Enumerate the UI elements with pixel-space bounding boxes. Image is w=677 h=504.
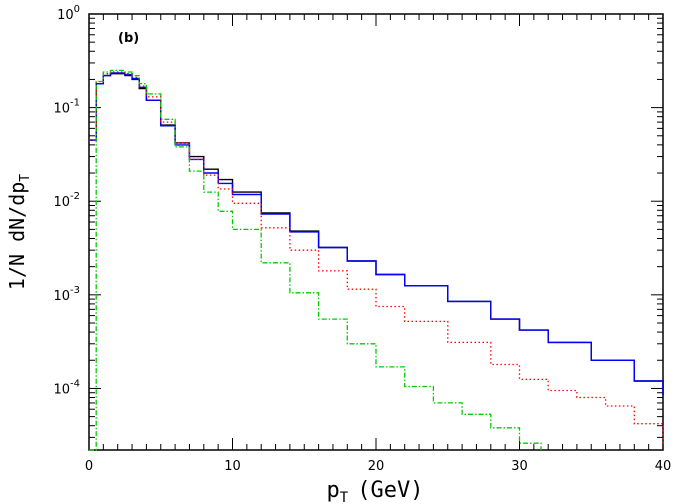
y-tick-base: 10 [57,8,74,23]
y-tick-exponent: -1 [70,98,80,109]
x-axis-title-unit: (GeV) [357,478,423,503]
x-tick-label: 30 [511,459,528,474]
x-tick-label: 20 [368,459,385,474]
plot-frame [88,13,664,451]
y-tick-label: 100 [57,4,80,23]
y-tick-label: 10-2 [53,191,80,210]
y-tick-label: 10-1 [53,98,80,117]
y-tick-base: 10 [53,289,70,304]
y-tick-base: 10 [53,195,70,210]
y-tick-label: 10-4 [53,378,80,397]
y-axis-ticks [89,13,663,438]
y-tick-exponent: -3 [70,285,80,296]
y-tick-label: 10-3 [53,285,80,304]
series-line-4 [89,69,542,451]
x-axis-title: pT (GeV) [327,478,424,504]
y-tick-base: 10 [53,102,70,117]
y-axis-title-subscript: T [18,174,33,182]
series-layer [89,69,664,451]
y-tick-exponent: -2 [70,191,80,202]
y-axis-title: 1/N dN/dpT [5,174,33,290]
x-axis-title-subscript: T [340,490,349,504]
y-axis-title-main: 1/N dN/dp [5,182,29,290]
x-tick-label: 0 [85,459,93,474]
y-tick-base: 10 [53,382,70,397]
x-axis-title-main: p [327,478,340,503]
series-line-3 [89,71,664,445]
y-tick-exponent: 0 [74,4,80,15]
x-tick-label: 40 [655,459,672,474]
x-axis-ticks [88,14,664,450]
y-tick-exponent: -4 [70,378,80,389]
panel-label: (b) [118,31,139,46]
x-tick-label: 10 [224,459,241,474]
